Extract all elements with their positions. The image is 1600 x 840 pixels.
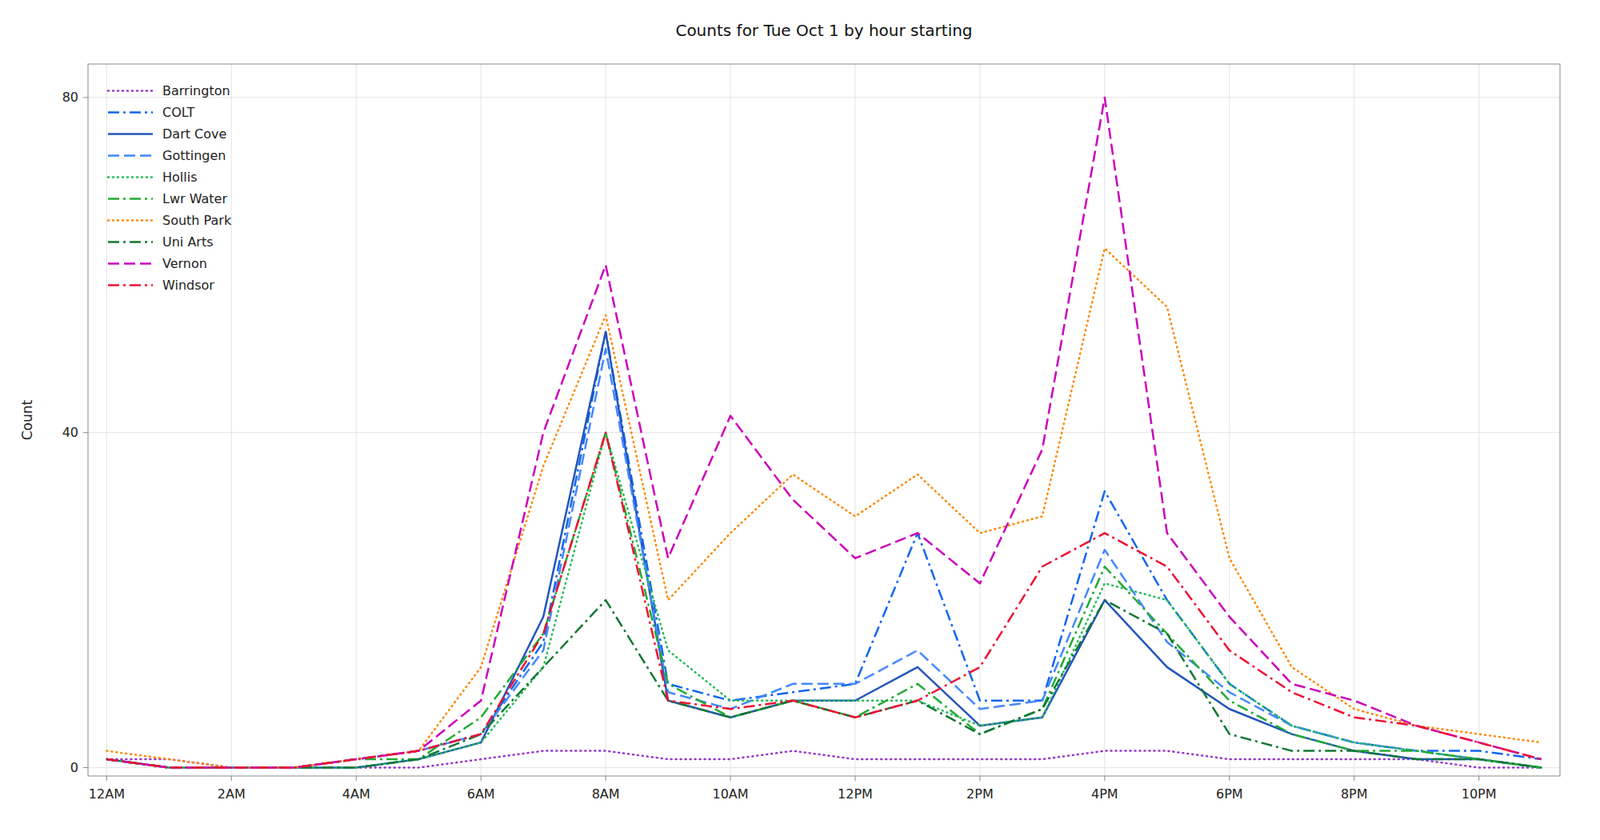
series-line [106,432,1541,768]
legend-label: Lwr Water [162,191,228,207]
y-tick-label: 0 [70,760,79,776]
x-tick [605,776,607,781]
series-line [106,751,1541,768]
x-tick [106,776,108,781]
y-grid-line [88,96,1560,98]
legend-label: Vernon [162,256,208,272]
x-grid-line [979,64,980,776]
x-tick-label: 10AM [712,786,748,802]
legend-label: Dart Cove [162,126,227,142]
legend-label: Hollis [162,169,198,185]
x-tick-label: 6PM [1216,786,1244,802]
legend-swatch [108,219,153,222]
legend-swatch [108,240,153,244]
y-grid-line [88,432,1560,433]
legend-label: Barrington [162,83,231,99]
x-tick [979,776,980,781]
x-grid-line [1228,64,1230,776]
legend: Barrington COLT Dart Cove Gottingen Hollis Lw… [108,83,232,293]
series-line [106,432,1541,768]
x-tick-label: 10PM [1461,786,1497,802]
y-tick [83,767,88,768]
legend-swatch [108,176,153,179]
legend-label: COLT [162,104,195,120]
legend-label: Gottingen [162,148,226,164]
legend-label: Uni Arts [162,234,214,250]
y-tick-label: 80 [62,89,79,105]
x-grid-line [1104,64,1105,776]
x-tick-label: 12AM [88,786,125,802]
series-line [106,97,1541,768]
x-tick-label: 4AM [342,786,371,802]
x-grid-line [854,64,856,776]
legend-swatch [108,197,153,200]
y-tick-label: 40 [62,424,79,440]
legend-swatch [108,262,153,265]
x-tick [1353,776,1355,781]
x-tick-label: 8PM [1340,786,1368,802]
series-line [106,600,1541,768]
legend-swatch [108,284,153,287]
x-grid-line [106,64,108,776]
x-tick-label: 8AM [592,786,620,802]
legend-swatch [108,132,153,136]
x-tick [1104,776,1105,781]
y-tick [83,96,88,98]
x-tick-label: 2PM [966,786,994,802]
x-grid-line [480,64,482,776]
title: Counts for Tue Oct 1 by hour starting [675,20,972,40]
series-line [106,248,1541,768]
x-tick-label: 12PM [837,786,873,802]
plot-frame [88,64,1560,776]
series-line [106,332,1541,768]
x-tick [356,776,357,781]
x-grid-line [356,64,357,776]
x-tick [231,776,232,781]
x-tick [1478,776,1480,781]
x-grid-line [605,64,607,776]
x-tick [1228,776,1230,781]
legend-label: Windsor [162,277,215,293]
legend-swatch [108,154,153,157]
x-grid-line [1353,64,1355,776]
series-lines [106,97,1541,768]
background [0,0,1600,840]
x-tick-label: 2AM [217,786,246,802]
chart: 12AM 2AM 4AM 6AM 8AM 10AM 12PM 2PM 4PM 6PM 8PM 10PM… [0,0,1600,840]
y-tick [83,432,88,433]
y-axis-label: Count [19,399,36,440]
x-grid-line [730,64,732,776]
x-tick [854,776,856,781]
x-tick-label: 4PM [1091,786,1119,802]
x-tick [730,776,732,781]
series-line [106,332,1541,768]
x-tick [480,776,482,781]
grid [88,64,1560,776]
x-tick-label: 6AM [467,786,496,802]
series-line [106,348,1541,768]
x-grid-line [231,64,232,776]
legend-swatch [108,89,153,92]
series-line [106,432,1541,768]
legend-swatch [108,111,153,114]
x-grid-line [1478,64,1480,776]
legend-label: South Park [162,212,232,228]
